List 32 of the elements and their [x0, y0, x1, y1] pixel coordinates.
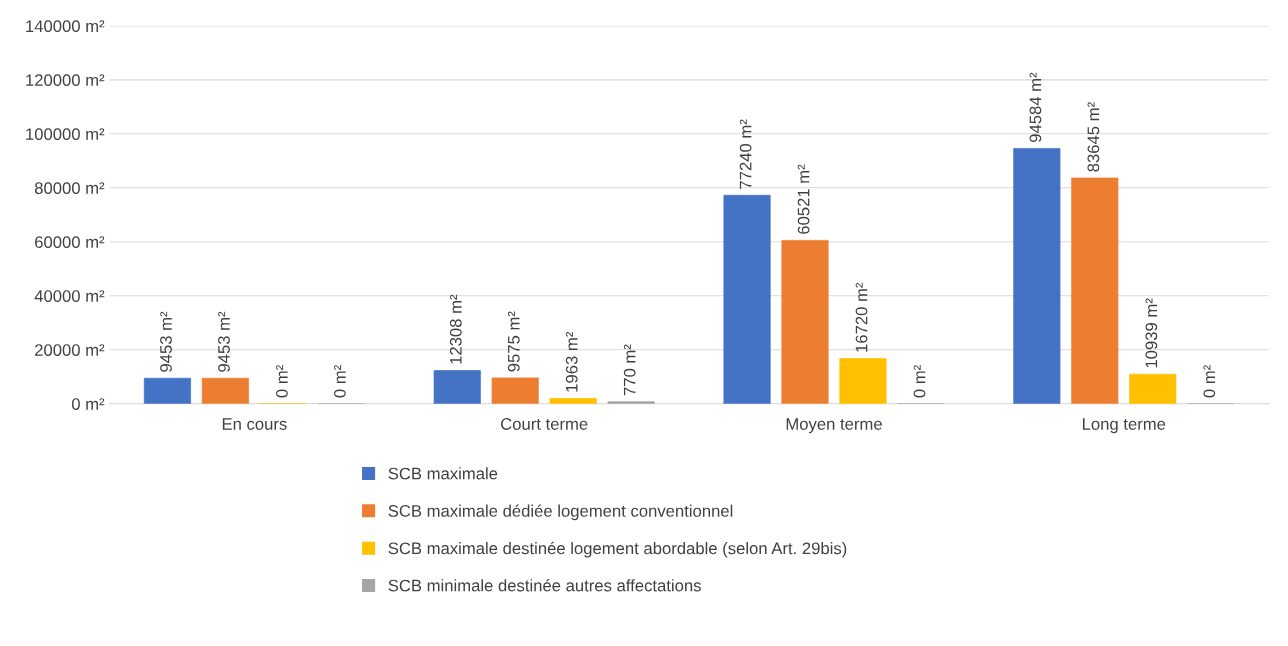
data-label: 0 m²: [276, 365, 288, 398]
legend-label: SCB maximale: [388, 467, 498, 480]
y-tick-label: 140000 m²: [26, 20, 105, 33]
data-label: 0 m²: [913, 365, 926, 398]
data-label: 94584 m²: [1029, 72, 1042, 142]
data-label: 9453 m²: [218, 311, 230, 372]
y-tick-label: 0 m²: [71, 398, 105, 410]
y-tick-label: 80000 m²: [34, 182, 105, 194]
data-label: 60521 m²: [797, 164, 810, 234]
data-label: 9453 m²: [160, 311, 172, 372]
legend-label: SCB maximale destinée logement abordable (selon Art. 29bis): [388, 541, 847, 558]
legend-label: SCB minimale destinée autres affectations: [388, 579, 701, 592]
legend-label: SCB maximale dédiée logement conventionnel: [388, 504, 733, 521]
data-label: 0 m²: [1203, 365, 1216, 398]
data-label: 9575 m²: [507, 311, 520, 372]
y-tick-label: 100000 m²: [26, 128, 105, 141]
data-label: 770 m²: [623, 344, 636, 396]
x-tick-label: Long terme: [1083, 418, 1166, 434]
y-tick-label: 60000 m²: [35, 236, 105, 248]
data-label: 16720 m²: [855, 282, 868, 352]
y-tick-label: 20000 m²: [35, 344, 105, 356]
y-tick-label: 120000 m²: [26, 74, 105, 87]
data-label: 0 m²: [333, 365, 346, 398]
data-label: 12308 m²: [449, 294, 462, 364]
x-tick-label: Moyen terme: [786, 418, 882, 434]
x-tick-label: Court terme: [501, 418, 588, 430]
data-label: 83645 m²: [1087, 102, 1100, 172]
data-label: 1963 m²: [565, 331, 578, 392]
data-label: 77240 m²: [739, 119, 752, 189]
data-label: 10939 m²: [1145, 298, 1158, 368]
x-tick-label: En cours: [222, 418, 287, 430]
y-tick-label: 40000 m²: [34, 290, 105, 302]
